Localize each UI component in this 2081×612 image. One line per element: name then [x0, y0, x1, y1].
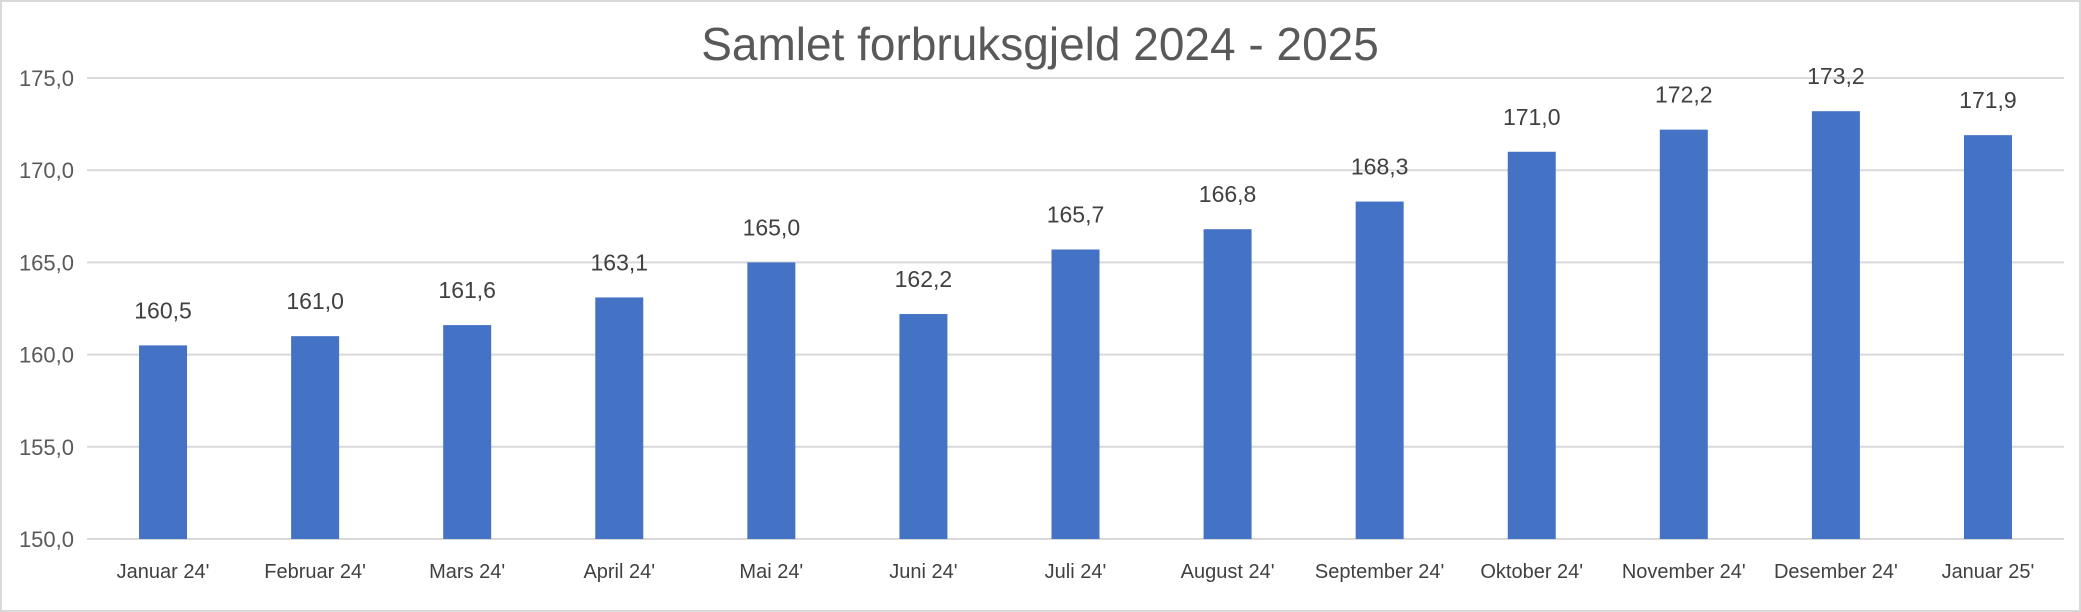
- bar: [747, 262, 796, 539]
- data-label: 160,5: [134, 297, 192, 323]
- x-category-label: April 24': [583, 561, 655, 583]
- data-label: 165,7: [1047, 201, 1105, 227]
- x-category-label: Januar 25': [1942, 561, 2035, 583]
- x-category-label: August 24': [1181, 561, 1275, 583]
- bar: [443, 325, 492, 539]
- y-axis-tick-labels: 150,0 155,0 160,0 165,0 170,0 175,0: [19, 66, 74, 552]
- data-label: 162,2: [895, 266, 953, 292]
- data-label: 171,9: [1959, 87, 2017, 113]
- x-category-label: Mars 24': [429, 561, 505, 583]
- data-label: 172,2: [1655, 82, 1713, 108]
- data-label: 161,6: [438, 277, 496, 303]
- data-label: 161,0: [286, 288, 344, 314]
- x-category-label: Januar 24': [117, 561, 210, 583]
- chart-title: Samlet forbruksgjeld 2024 - 2025: [701, 18, 1379, 70]
- x-category-label: Februar 24': [264, 561, 366, 583]
- y-tick-label: 170,0: [19, 158, 74, 183]
- data-label: 171,0: [1503, 104, 1561, 130]
- data-label: 168,3: [1351, 154, 1409, 180]
- bar: [1203, 229, 1252, 539]
- data-label: 163,1: [590, 249, 648, 275]
- x-category-label: Juli 24': [1045, 561, 1107, 583]
- x-category-label: November 24': [1622, 561, 1746, 583]
- bar: [595, 297, 644, 539]
- y-tick-label: 155,0: [19, 435, 74, 460]
- bar: [1355, 201, 1404, 539]
- bar: [1659, 129, 1708, 539]
- data-label: 165,0: [743, 214, 801, 240]
- y-tick-label: 165,0: [19, 250, 74, 275]
- x-axis-category-labels: Januar 24' Februar 24' Mars 24' April 24' Ma…: [117, 561, 2035, 583]
- bars: [139, 111, 2012, 539]
- x-category-label: Desember 24': [1774, 561, 1898, 583]
- bar: [1963, 135, 2012, 539]
- x-category-label: Juni 24': [889, 561, 957, 583]
- y-tick-label: 175,0: [19, 66, 74, 91]
- bar: [1507, 151, 1556, 539]
- data-labels: 160,5 161,0 161,6 163,1 165,0 162,2 165,7 166,8…: [134, 63, 2016, 323]
- bar: [899, 314, 948, 539]
- data-label: 166,8: [1199, 181, 1257, 207]
- x-category-label: Mai 24': [739, 561, 803, 583]
- y-tick-label: 160,0: [19, 343, 74, 368]
- bar: [1811, 111, 1860, 539]
- bar: [291, 336, 340, 539]
- bar: [1051, 249, 1100, 539]
- y-tick-label: 150,0: [19, 527, 74, 552]
- x-category-label: September 24': [1315, 561, 1444, 583]
- data-label: 173,2: [1807, 63, 1865, 89]
- bar: [139, 345, 188, 539]
- x-category-label: Oktober 24': [1480, 561, 1583, 583]
